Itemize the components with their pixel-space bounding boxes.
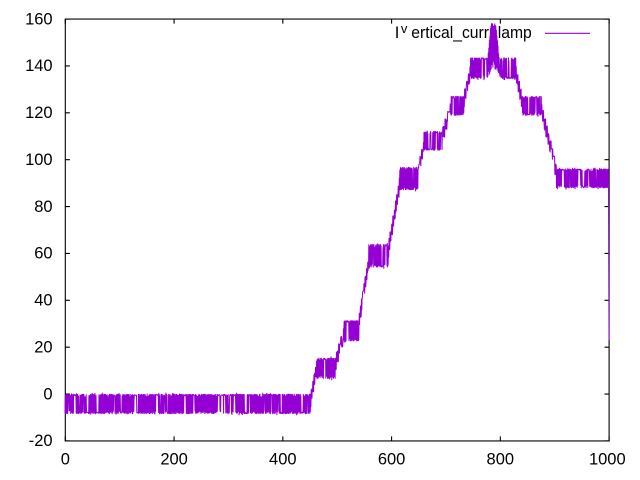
svg-text:140: 140 bbox=[25, 57, 53, 75]
svg-text:20: 20 bbox=[34, 339, 52, 357]
svg-text:200: 200 bbox=[160, 450, 188, 468]
svg-text:60: 60 bbox=[34, 245, 52, 263]
svg-text:800: 800 bbox=[487, 450, 515, 468]
svg-text:0: 0 bbox=[43, 385, 52, 403]
svg-text:-20: -20 bbox=[29, 432, 53, 450]
svg-text:120: 120 bbox=[25, 104, 53, 122]
svg-text:1000: 1000 bbox=[589, 450, 626, 468]
svg-text:600: 600 bbox=[378, 450, 406, 468]
svg-text:v: v bbox=[401, 21, 408, 36]
svg-text:160: 160 bbox=[25, 10, 53, 28]
svg-text:100: 100 bbox=[25, 151, 53, 169]
svg-text:400: 400 bbox=[269, 450, 297, 468]
svg-text:0: 0 bbox=[61, 450, 70, 468]
svg-text:ertical_curr_lamp: ertical_curr_lamp bbox=[411, 24, 532, 42]
svg-text:80: 80 bbox=[34, 198, 52, 216]
svg-text:40: 40 bbox=[34, 292, 52, 310]
svg-text:I: I bbox=[395, 24, 400, 42]
